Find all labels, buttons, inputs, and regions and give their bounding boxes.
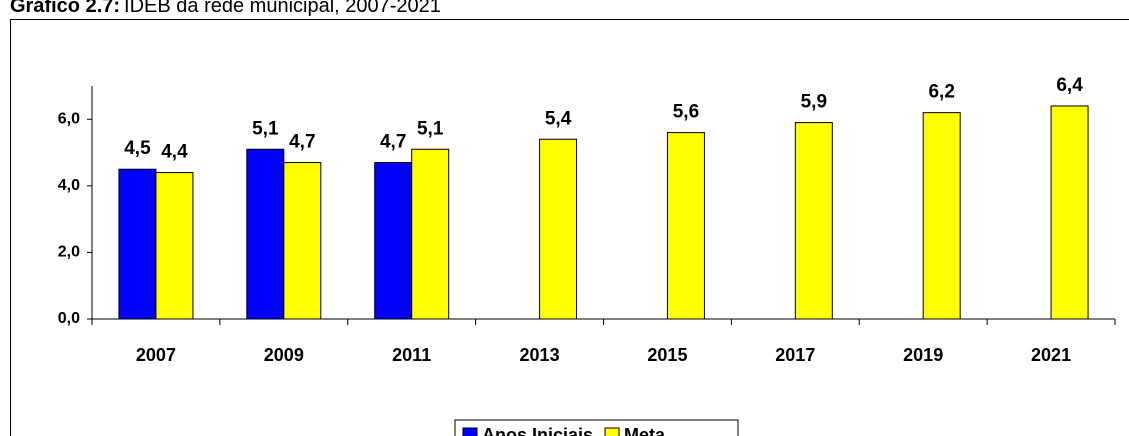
bar bbox=[155, 172, 194, 320]
data-label: 4,7 bbox=[380, 132, 406, 153]
chart-title: Gráfico 2.7: IDEB da rede municipal, 2007… bbox=[10, 0, 441, 17]
title-text: IDEB da rede municipal, 2007-2021 bbox=[124, 0, 441, 17]
x-tick-label: 2021 bbox=[1031, 345, 1071, 365]
y-tick-label: 0,0 bbox=[58, 310, 80, 327]
x-tick-label: 2009 bbox=[264, 345, 304, 365]
y-tick-label: 2,0 bbox=[58, 244, 80, 261]
data-label: 4,4 bbox=[161, 142, 188, 163]
bar bbox=[666, 132, 705, 320]
data-label: 4,7 bbox=[289, 132, 315, 153]
data-label: 4,5 bbox=[124, 138, 151, 159]
bar bbox=[922, 112, 961, 320]
x-tick-label: 2007 bbox=[136, 345, 176, 365]
legend-label: Anos Iniciais bbox=[482, 425, 593, 436]
data-label: 6,2 bbox=[928, 82, 954, 103]
bar bbox=[1050, 105, 1089, 320]
data-label: 5,6 bbox=[673, 102, 699, 123]
data-label: 5,9 bbox=[801, 92, 827, 113]
bar bbox=[283, 162, 322, 320]
x-tick-label: 2011 bbox=[392, 345, 431, 365]
legend-label: Meta bbox=[624, 425, 666, 436]
legend-swatch bbox=[604, 427, 620, 436]
bar bbox=[794, 122, 833, 320]
bar bbox=[246, 148, 285, 320]
bar bbox=[118, 168, 157, 320]
data-label: 5,4 bbox=[545, 108, 572, 129]
data-label: 5,1 bbox=[417, 118, 444, 139]
x-tick-label: 2013 bbox=[520, 345, 560, 365]
bar bbox=[411, 148, 450, 320]
bar bbox=[374, 162, 413, 320]
y-tick-label: 6,0 bbox=[58, 111, 80, 128]
legend-box bbox=[454, 419, 739, 436]
x-tick-label: 2015 bbox=[647, 345, 687, 365]
y-tick-label: 4,0 bbox=[58, 177, 80, 194]
data-label: 5,1 bbox=[252, 118, 279, 139]
legend-swatch bbox=[462, 427, 478, 436]
data-label: 6,4 bbox=[1056, 75, 1083, 96]
bar bbox=[539, 138, 578, 320]
x-tick-label: 2019 bbox=[903, 345, 943, 365]
title-number: Gráfico 2.7: bbox=[10, 0, 120, 17]
x-tick-label: 2017 bbox=[775, 345, 815, 365]
